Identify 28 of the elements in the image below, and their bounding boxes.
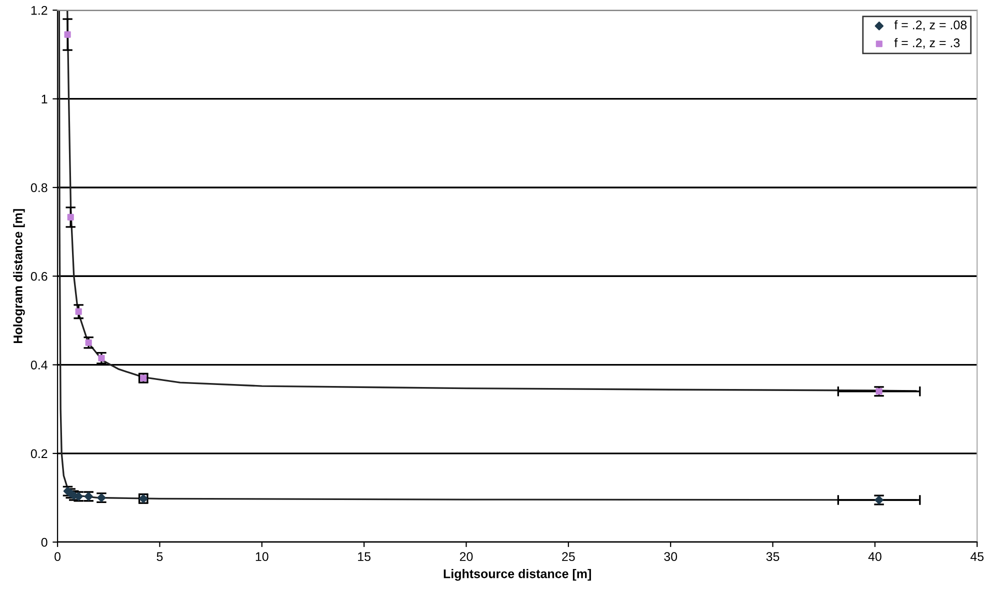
x-tick-label: 0 (54, 552, 61, 561)
x-tick-label: 20 (460, 552, 473, 561)
point (85, 339, 92, 346)
y-tick-label: 0.6 (30, 272, 48, 281)
point (67, 214, 74, 220)
y-tick-label: 1 (42, 94, 48, 104)
x-tick-label: 45 (970, 552, 984, 561)
x-tick-label: 25 (562, 552, 575, 561)
point (98, 354, 105, 362)
y-tick-label: 0.4 (30, 360, 48, 370)
point (140, 374, 147, 382)
x-tick-label: 5 (156, 552, 163, 561)
legend-label: f = .2, z = .08 (894, 20, 967, 31)
x-tick-label: 35 (766, 552, 780, 561)
y-tick-label: 0.8 (30, 183, 48, 192)
x-tick-label: 30 (664, 552, 678, 561)
point (75, 308, 82, 315)
point (876, 388, 882, 395)
point (64, 31, 71, 38)
x-tick-label: 10 (256, 552, 268, 561)
y-tick-label: 0 (41, 538, 48, 547)
x-tick-label: 15 (358, 552, 370, 561)
y-tick-label: 0.2 (30, 449, 48, 458)
y-axis-title: Hologram distance [m] (13, 209, 25, 344)
y-tick-label: 1.2 (31, 6, 48, 15)
legend-label: f = .2, z = .3 (894, 38, 960, 49)
x-axis-title: Lightsource distance [m] (444, 569, 591, 581)
x-tick-label: 40 (868, 552, 882, 561)
